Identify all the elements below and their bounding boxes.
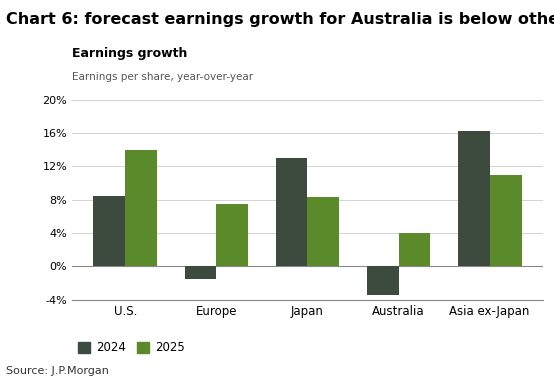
Text: Earnings per share, year-over-year: Earnings per share, year-over-year [72,72,253,82]
Bar [94,195,125,266]
Bar [125,150,157,266]
Bar [398,233,430,266]
Legend: 2024, 2025: 2024, 2025 [78,341,185,354]
Bar [275,158,307,266]
Bar [490,175,521,266]
Bar [217,204,248,266]
Bar [184,266,217,279]
Bar [458,131,490,266]
Text: Chart 6: forecast earnings growth for Australia is below other market: Chart 6: forecast earnings growth for Au… [6,12,554,26]
Bar [367,266,398,295]
Bar [307,197,340,266]
Text: Earnings growth: Earnings growth [72,47,187,60]
Text: Source: J.P.Morgan: Source: J.P.Morgan [6,366,109,376]
